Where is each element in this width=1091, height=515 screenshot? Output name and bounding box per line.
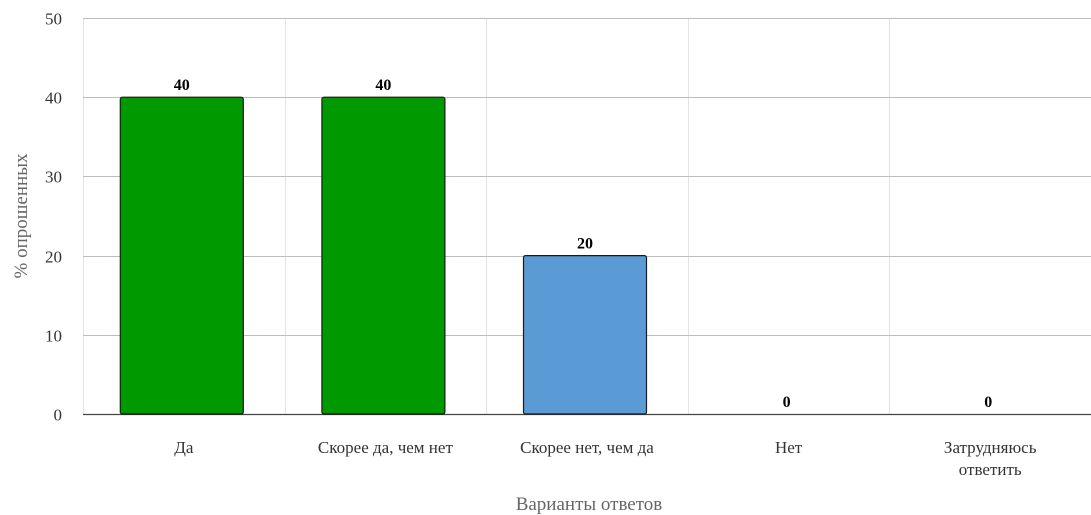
bar — [119, 96, 244, 415]
y-tick-label: 0 — [54, 406, 63, 425]
x-axis-categories: Да Скорее да, чем нет Скорее нет, чем да Не… — [174, 438, 1036, 479]
bar — [321, 96, 446, 415]
bar — [522, 255, 648, 415]
data-labels-layer: 40 40 20 0 0 — [174, 77, 992, 411]
x-category-label: Скорее нет, чем да — [520, 438, 654, 457]
y-tick-label: 50 — [45, 10, 62, 29]
x-category-label: Нет — [775, 438, 803, 457]
y-tick-label: 40 — [45, 89, 62, 108]
y-tick-label: 10 — [45, 327, 62, 346]
y-tick-label: 30 — [45, 168, 62, 187]
x-category-label: Скорее да, чем нет — [318, 438, 454, 457]
y-axis-title: % опрошенных — [11, 153, 32, 278]
y-axis-ticks: 0 10 20 30 40 50 — [45, 10, 62, 425]
bars-layer — [119, 96, 648, 415]
data-label: 0 — [984, 394, 992, 411]
x-category-label: Затрудняюсь — [944, 438, 1037, 457]
data-label: 40 — [375, 77, 391, 94]
data-label: 40 — [174, 77, 190, 94]
x-category-label: Да — [174, 438, 194, 457]
data-label: 0 — [783, 394, 791, 411]
x-category-label: ответить — [959, 460, 1022, 479]
data-label: 20 — [577, 236, 593, 253]
y-tick-label: 20 — [45, 248, 62, 267]
x-axis-title: Варианты ответов — [516, 494, 663, 515]
